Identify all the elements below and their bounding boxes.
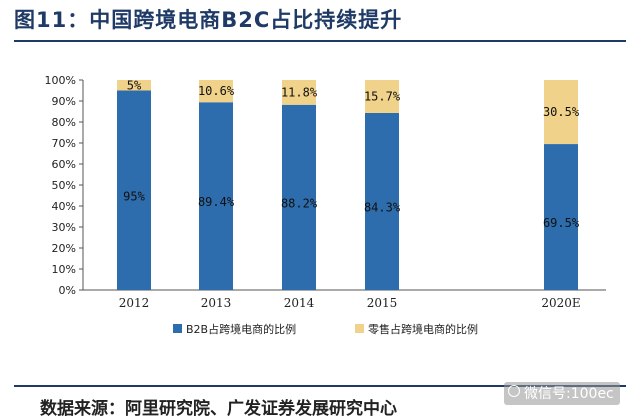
legend-label-b2b: B2B占跨境电商的比例 [186, 322, 296, 336]
x-tick-label: 2020E [541, 296, 580, 310]
bar-b2b [117, 90, 151, 290]
source-divider [14, 385, 626, 387]
figure-source: 数据来源：阿里研究院、广发证券发展研究中心 [40, 399, 397, 419]
y-tick-label: 100% [45, 74, 76, 87]
data-label-retail: 10.6% [198, 84, 235, 98]
y-tick-label: 20% [52, 242, 76, 255]
bar-retail [544, 80, 578, 145]
bar-retail [199, 80, 233, 103]
x-tick-label: 2014 [284, 296, 315, 310]
y-tick-label: 0% [59, 284, 76, 297]
x-tick-label: 2013 [201, 296, 232, 310]
data-label-b2b: 84.3% [364, 200, 401, 214]
y-tick-label: 10% [52, 263, 76, 276]
data-label-b2b: 69.5% [543, 216, 580, 230]
y-tick-label: 60% [52, 158, 76, 171]
wechat-icon [508, 385, 520, 397]
bar-retail [282, 80, 316, 105]
data-label-retail: 5% [127, 78, 142, 92]
data-label-retail: 11.8% [281, 85, 318, 99]
bar-b2b [544, 144, 578, 290]
legend-swatch-retail [355, 324, 364, 333]
y-tick-label: 80% [52, 116, 76, 129]
bar-b2b [365, 112, 399, 290]
title-divider [14, 40, 626, 42]
data-label-b2b: 95% [123, 189, 145, 203]
legend-swatch-b2b [173, 324, 182, 333]
stacked-bar-chart: 0% 10% 20% 30% 40% 50% 60% 70% 80% 90% 100% 95% 5% 20… [45, 74, 606, 336]
figure-title: 图11：中国跨境电商B2C占比持续提升 [14, 8, 403, 32]
data-label-b2b: 88.2% [281, 196, 318, 210]
data-label-retail: 15.7% [364, 89, 401, 103]
y-tick-label: 40% [52, 200, 76, 213]
watermark-text: 微信号:100ec [524, 386, 614, 402]
x-tick-label: 2012 [119, 296, 150, 310]
bar-b2b [199, 102, 233, 290]
data-label-retail: 30.5% [543, 105, 580, 119]
x-tick-label: 2015 [367, 296, 398, 310]
bar-retail [365, 80, 399, 113]
bar-b2b [282, 104, 316, 290]
legend-label-retail: 零售占跨境电商的比例 [368, 322, 478, 336]
y-tick-label: 70% [52, 137, 76, 150]
y-tick-label: 30% [52, 221, 76, 234]
y-tick-label: 90% [52, 95, 76, 108]
y-tick-label: 50% [52, 179, 76, 192]
wechat-watermark: 微信号:100ec [504, 382, 620, 405]
data-label-b2b: 89.4% [198, 195, 235, 209]
bar-retail [117, 80, 151, 91]
